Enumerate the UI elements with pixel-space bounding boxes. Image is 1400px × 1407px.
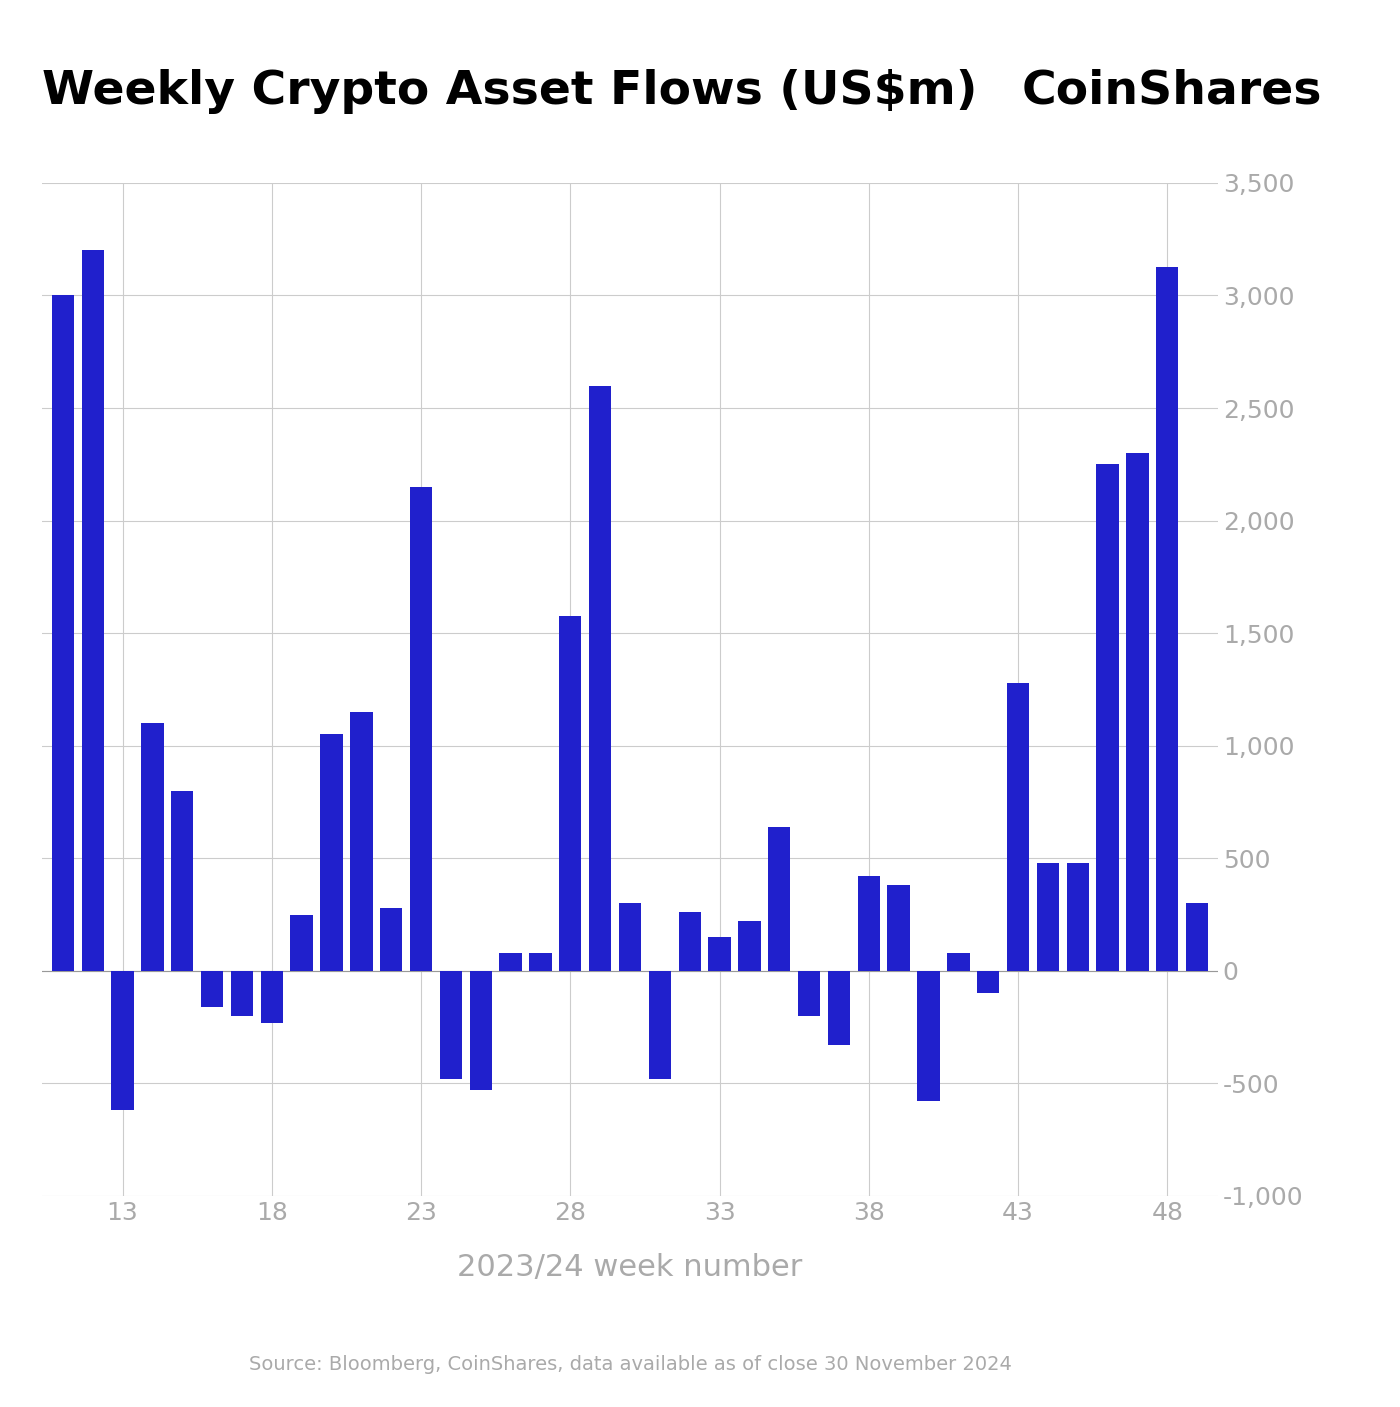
Bar	[1186, 903, 1208, 971]
Bar	[469, 971, 491, 1090]
Bar	[648, 971, 671, 1079]
Bar	[888, 885, 910, 971]
Bar	[769, 827, 791, 971]
Bar	[1096, 464, 1119, 971]
Bar	[112, 971, 134, 1110]
Bar	[948, 953, 970, 971]
Bar	[619, 903, 641, 971]
Bar	[589, 386, 612, 971]
Bar	[708, 937, 731, 971]
Bar	[1067, 862, 1089, 971]
Bar	[52, 295, 74, 971]
Bar	[81, 250, 104, 971]
Text: CoinShares: CoinShares	[1022, 69, 1323, 114]
Bar	[1007, 682, 1029, 971]
Bar	[1156, 267, 1179, 971]
Bar	[410, 487, 433, 971]
Bar	[321, 734, 343, 971]
Bar	[827, 971, 850, 1045]
Text: Source: Bloomberg, CoinShares, data available as of close 30 November 2024: Source: Bloomberg, CoinShares, data avai…	[249, 1355, 1011, 1375]
Bar	[529, 953, 552, 971]
Bar	[738, 922, 760, 971]
X-axis label: 2023/24 week number: 2023/24 week number	[458, 1252, 802, 1282]
Bar	[260, 971, 283, 1023]
Bar	[917, 971, 939, 1102]
Bar	[559, 616, 581, 971]
Bar	[1036, 862, 1058, 971]
Bar	[231, 971, 253, 1016]
Bar	[202, 971, 224, 1007]
Bar	[977, 971, 1000, 993]
Text: Weekly Crypto Asset Flows (US$m): Weekly Crypto Asset Flows (US$m)	[42, 69, 977, 114]
Bar	[290, 915, 312, 971]
Bar	[679, 912, 701, 971]
Bar	[171, 791, 193, 971]
Bar	[379, 908, 402, 971]
Bar	[350, 712, 372, 971]
Bar	[798, 971, 820, 1016]
Bar	[500, 953, 522, 971]
Bar	[858, 877, 881, 971]
Bar	[440, 971, 462, 1079]
Bar	[141, 723, 164, 971]
Bar	[1126, 453, 1148, 971]
